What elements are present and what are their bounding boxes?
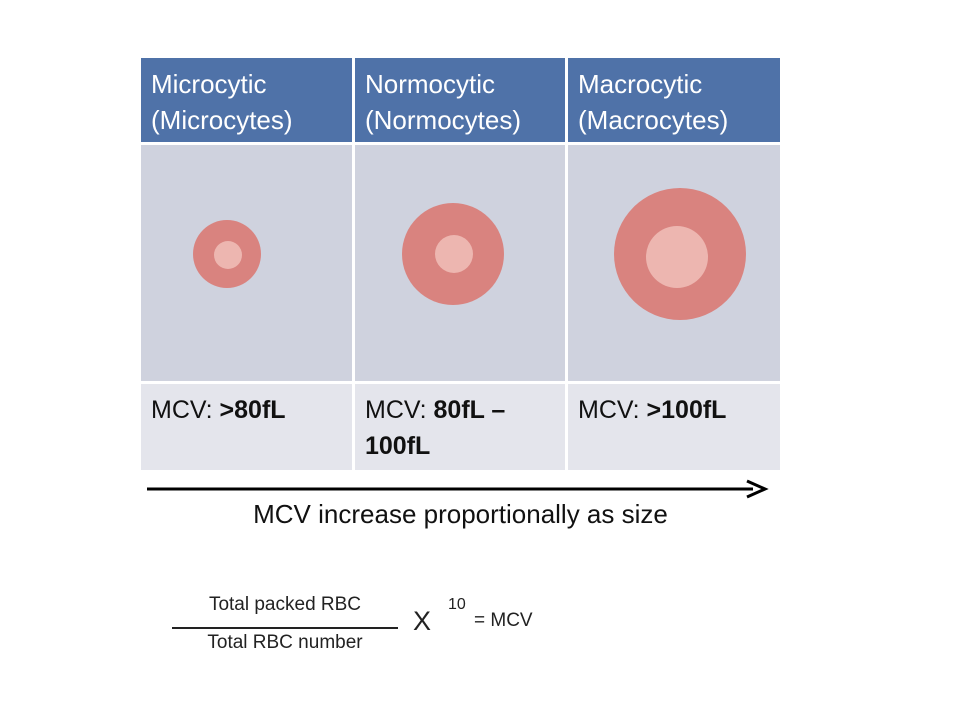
size-increase-arrow — [147, 479, 769, 499]
mcv-label: MCV: — [578, 396, 647, 424]
header-title: Microcytic — [151, 69, 267, 99]
mcv-value: >100fL — [646, 396, 727, 424]
mcv-normocytic: MCV: 80fL – 100fL — [355, 384, 565, 470]
microcyte-cell — [141, 145, 352, 381]
mcv-value-cont: 100fL — [365, 432, 431, 460]
mcv-value: 80fL – — [433, 396, 506, 424]
mcv-label: MCV: — [365, 396, 434, 424]
formula-denominator: Total RBC number — [207, 632, 363, 653]
normocyte-pallor — [435, 235, 473, 273]
header-microcytic: Microcytic (Microcytes) — [141, 58, 352, 142]
macrocyte-illustration — [614, 188, 746, 320]
header-normocytic: Normocytic (Normocytes) — [355, 58, 565, 142]
formula-times: X — [413, 606, 432, 636]
header-title: Normocytic — [365, 69, 496, 99]
normocyte-illustration — [402, 203, 504, 305]
microcyte-pallor — [214, 241, 242, 269]
mcv-macrocytic: MCV: >100fL — [568, 384, 780, 470]
formula-numerator: Total packed RBC — [208, 594, 362, 615]
mcv-microcytic: MCV: >80fL — [141, 384, 352, 470]
microcyte-illustration — [193, 220, 261, 288]
header-subtitle: (Macrocytes) — [578, 105, 729, 135]
header-subtitle: (Microcytes) — [151, 105, 293, 135]
formula-exponent: 10 — [448, 596, 466, 613]
formula-result: = MCV — [474, 610, 533, 631]
header-title: Macrocytic — [578, 69, 703, 99]
macrocyte-cell — [568, 145, 780, 381]
header-subtitle: (Normocytes) — [365, 105, 522, 135]
macrocyte-pallor — [646, 226, 708, 288]
caption: MCV increase proportionally as size — [253, 499, 668, 529]
normocyte-cell — [355, 145, 565, 381]
header-macrocytic: Macrocytic (Macrocytes) — [568, 58, 780, 142]
mcv-label: MCV: — [151, 396, 220, 424]
mcv-value: >80fL — [219, 396, 286, 424]
fraction-bar — [172, 627, 398, 629]
